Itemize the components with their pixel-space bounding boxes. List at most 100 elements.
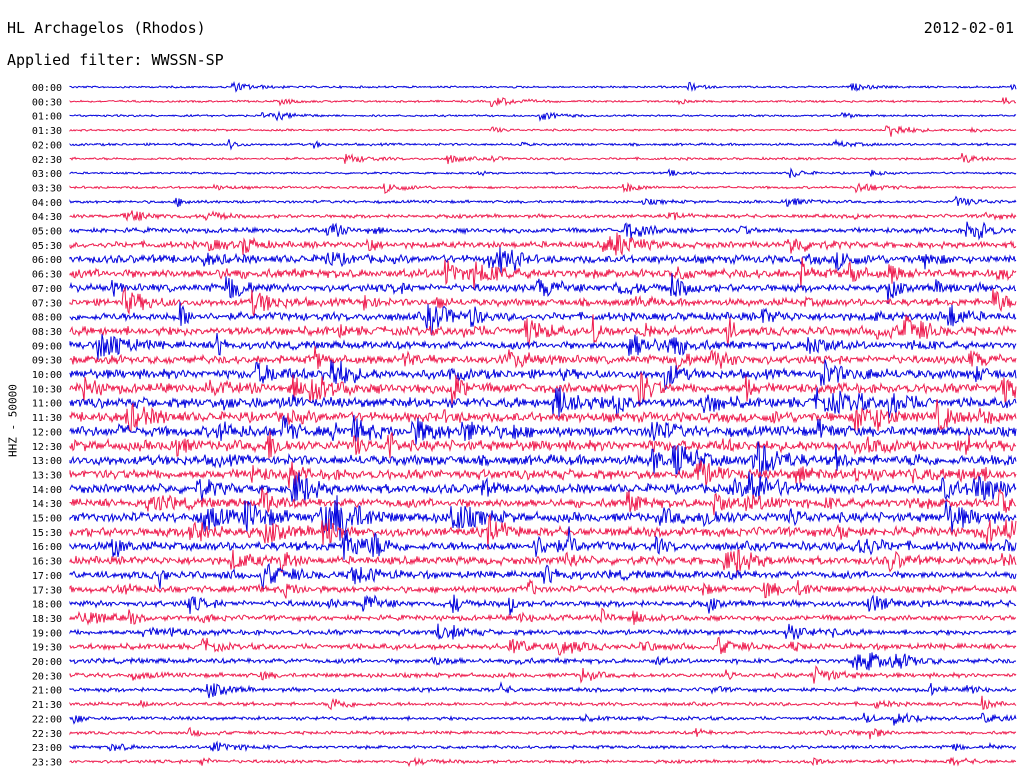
row-time-label: 02:30 bbox=[32, 155, 62, 166]
seismic-trace bbox=[69, 623, 1017, 640]
row-time-label: 22:30 bbox=[32, 729, 62, 740]
seismic-trace bbox=[69, 110, 1017, 122]
seismic-trace bbox=[69, 273, 1017, 304]
row-time-label: 04:00 bbox=[32, 198, 62, 209]
row-time-label: 17:00 bbox=[32, 571, 62, 582]
row-time-label: 07:30 bbox=[32, 298, 62, 309]
row-time-label: 11:00 bbox=[32, 399, 62, 410]
seismic-trace bbox=[69, 359, 1017, 391]
row-time-label: 00:30 bbox=[32, 97, 62, 108]
row-time-label: 23:00 bbox=[32, 743, 62, 754]
row-time-label: 06:00 bbox=[32, 255, 62, 266]
row-time-label: 03:00 bbox=[32, 169, 62, 180]
row-time-label: 03:30 bbox=[32, 183, 62, 194]
seismic-trace bbox=[69, 371, 1017, 407]
seismic-trace bbox=[69, 665, 1017, 684]
seismic-trace bbox=[69, 607, 1017, 626]
seismic-trace bbox=[69, 152, 1017, 165]
seismic-trace bbox=[69, 526, 1017, 560]
row-time-label: 18:30 bbox=[32, 614, 62, 625]
filter-line: Applied filter: WWSSN-SP bbox=[7, 51, 224, 69]
row-time-label: 16:30 bbox=[32, 557, 62, 568]
seismic-trace bbox=[69, 301, 1017, 336]
seismic-trace bbox=[69, 487, 1017, 516]
row-time-label: 01:00 bbox=[32, 112, 62, 123]
row-time-label: 13:00 bbox=[32, 456, 62, 467]
seismic-trace bbox=[69, 167, 1017, 179]
seismic-trace bbox=[69, 232, 1017, 257]
row-time-label: 13:30 bbox=[32, 470, 62, 481]
row-time-label: 22:00 bbox=[32, 714, 62, 725]
row-time-label: 21:30 bbox=[32, 700, 62, 711]
row-time-label: 16:00 bbox=[32, 542, 62, 553]
seismic-trace bbox=[69, 346, 1017, 371]
row-time-label: 11:30 bbox=[32, 413, 62, 424]
seismic-trace bbox=[69, 562, 1017, 590]
seismic-trace bbox=[69, 386, 1017, 419]
seismic-trace bbox=[69, 549, 1017, 576]
row-time-label: 10:00 bbox=[32, 370, 62, 381]
seismic-trace bbox=[69, 81, 1017, 93]
row-time-label: 15:30 bbox=[32, 528, 62, 539]
row-time-label: 09:00 bbox=[32, 341, 62, 352]
seismic-trace bbox=[69, 195, 1017, 208]
seismic-trace bbox=[69, 578, 1017, 599]
seismic-trace bbox=[69, 695, 1017, 711]
seismic-trace bbox=[69, 594, 1017, 616]
record-date: 2012-02-01 bbox=[923, 19, 1014, 37]
seismic-trace bbox=[69, 681, 1017, 699]
row-time-label: 14:30 bbox=[32, 499, 62, 510]
row-time-label: 12:00 bbox=[32, 427, 62, 438]
seismic-trace bbox=[69, 495, 1017, 541]
seismic-trace bbox=[69, 636, 1017, 656]
row-time-label: 05:00 bbox=[32, 227, 62, 238]
seismic-trace bbox=[69, 210, 1017, 222]
seismic-trace bbox=[69, 97, 1017, 108]
row-time-label: 14:00 bbox=[32, 485, 62, 496]
row-time-label: 06:30 bbox=[32, 270, 62, 281]
station-title: HL Archagelos (Rhodos) bbox=[7, 19, 206, 37]
seismic-trace bbox=[69, 460, 1017, 489]
seismic-trace bbox=[69, 756, 1017, 768]
seismic-trace bbox=[69, 514, 1017, 550]
seismic-trace bbox=[69, 471, 1017, 504]
seismic-trace bbox=[69, 247, 1017, 274]
seismic-trace bbox=[69, 221, 1017, 241]
seismic-trace bbox=[69, 431, 1017, 459]
row-time-label: 00:00 bbox=[32, 83, 62, 94]
seismic-trace bbox=[69, 399, 1017, 433]
seismic-trace bbox=[69, 740, 1017, 753]
seismic-trace bbox=[69, 441, 1017, 482]
row-time-label: 12:30 bbox=[32, 442, 62, 453]
row-time-label: 20:00 bbox=[32, 657, 62, 668]
seismic-trace bbox=[69, 257, 1017, 290]
seismic-trace bbox=[69, 652, 1017, 671]
seismic-trace bbox=[69, 414, 1017, 445]
row-time-label: 19:00 bbox=[32, 628, 62, 639]
filter-value: WWSSN-SP bbox=[151, 51, 224, 69]
row-time-label: 07:00 bbox=[32, 284, 62, 295]
row-time-label: 20:30 bbox=[32, 671, 62, 682]
seismic-trace bbox=[69, 286, 1017, 317]
row-time-label: 23:30 bbox=[32, 757, 62, 768]
row-time-label: 21:00 bbox=[32, 686, 62, 697]
row-time-label: 09:30 bbox=[32, 356, 62, 367]
row-time-label: 02:00 bbox=[32, 140, 62, 151]
seismic-trace bbox=[69, 138, 1017, 151]
row-time-label: 08:30 bbox=[32, 327, 62, 338]
seismic-trace bbox=[69, 333, 1017, 360]
row-time-label: 05:30 bbox=[32, 241, 62, 252]
row-time-label: 18:00 bbox=[32, 600, 62, 611]
row-time-label: 08:00 bbox=[32, 313, 62, 324]
seismic-trace bbox=[69, 125, 1017, 137]
seismic-trace bbox=[69, 314, 1017, 347]
seismic-trace bbox=[69, 712, 1017, 726]
seismic-trace bbox=[69, 726, 1017, 740]
filter-label: Applied filter: bbox=[7, 51, 143, 69]
row-time-label: 10:30 bbox=[32, 384, 62, 395]
row-time-label: 17:30 bbox=[32, 585, 62, 596]
row-time-label: 19:30 bbox=[32, 643, 62, 654]
seismic-trace bbox=[69, 181, 1017, 195]
row-time-label: 01:30 bbox=[32, 126, 62, 137]
